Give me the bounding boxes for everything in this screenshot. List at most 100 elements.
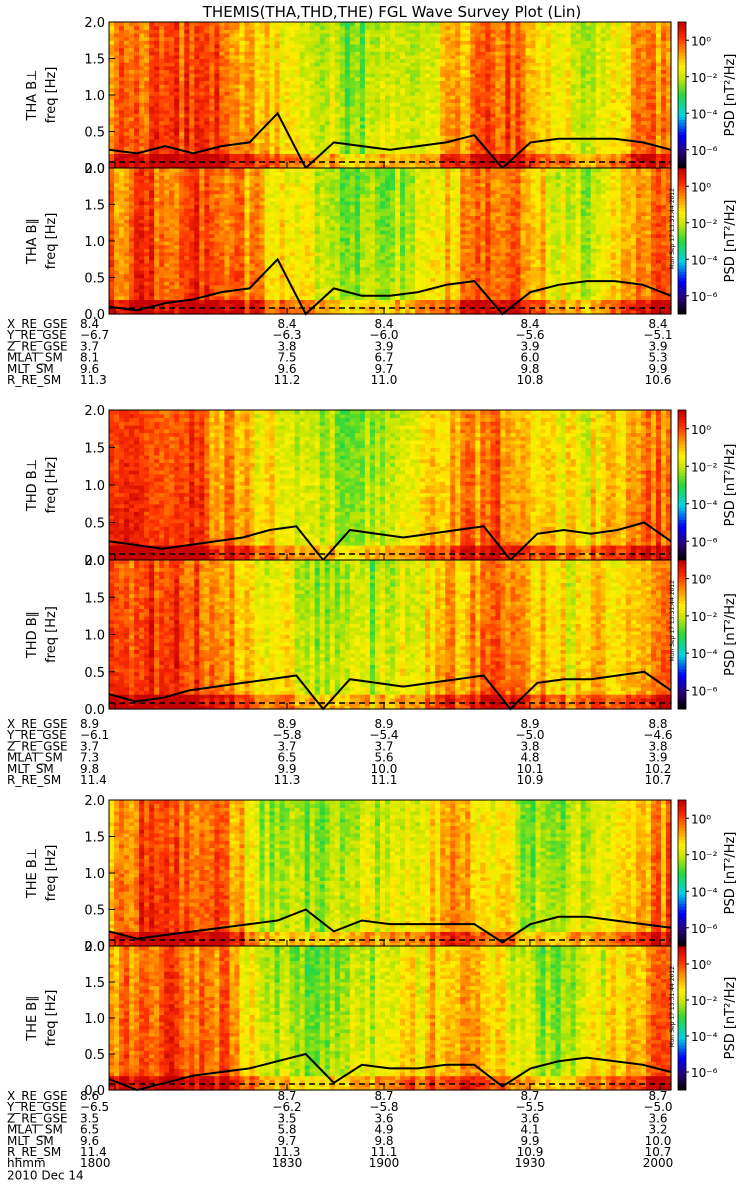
heatmap-cell (405, 113, 411, 117)
heatmap-cell (109, 33, 115, 37)
heatmap-cell (250, 88, 256, 92)
heatmap-cell (109, 205, 115, 209)
heatmap-cell (651, 157, 657, 161)
heatmap-cell (355, 128, 361, 132)
heatmap-cell (495, 88, 501, 92)
heatmap-cell (119, 33, 125, 37)
heatmap-cell (244, 135, 250, 139)
heatmap-cell (255, 55, 261, 59)
heatmap-cell (400, 113, 406, 117)
heatmap-cell (224, 124, 230, 128)
heatmap-cell (520, 121, 526, 125)
heatmap-cell (505, 110, 511, 114)
heatmap-cell (124, 186, 130, 190)
heatmap-cell (124, 48, 130, 52)
heatmap-cell (119, 91, 125, 95)
heatmap-cell (164, 40, 170, 44)
heatmap-cell (520, 153, 526, 157)
heatmap-cell (114, 194, 120, 198)
heatmap-cell (219, 29, 225, 33)
heatmap-cell (641, 113, 647, 117)
heatmap-cell (149, 121, 155, 125)
heatmap-cell (224, 135, 230, 139)
heatmap-cell (129, 117, 135, 121)
heatmap-cell (490, 139, 496, 143)
heatmap-cell (204, 157, 210, 161)
heatmap-cell (169, 157, 175, 161)
heatmap-cell (124, 168, 130, 172)
heatmap-cell (385, 55, 391, 59)
heatmap-cell (134, 241, 140, 245)
heatmap-cell (551, 128, 557, 132)
heatmap-cell (260, 135, 266, 139)
heatmap-cell (144, 256, 150, 260)
heatmap-cell (440, 73, 446, 77)
heatmap-cell (159, 288, 165, 292)
heatmap-cell (149, 128, 155, 132)
heatmap-cell (114, 248, 120, 252)
heatmap-cell (109, 252, 115, 256)
heatmap-cell (500, 124, 506, 128)
heatmap-cell (350, 29, 356, 33)
heatmap-cell (596, 95, 602, 99)
colorbar-label: PSD [nT²/Hz] (723, 54, 738, 137)
heatmap-cell (159, 281, 165, 285)
heatmap-cell (139, 33, 145, 37)
heatmap-cell (310, 117, 316, 121)
heatmap-cell (420, 44, 426, 48)
heatmap-cell (536, 113, 542, 117)
heatmap-cell (525, 124, 531, 128)
heatmap-cell (546, 33, 552, 37)
heatmap-cell (631, 157, 637, 161)
heatmap-cell (435, 22, 441, 26)
heatmap-cell (596, 22, 602, 26)
heatmap-cell (345, 106, 351, 110)
heatmap-cell (455, 55, 461, 59)
heatmap-cell (616, 132, 622, 136)
heatmap-cell (159, 84, 165, 88)
heatmap-cell (641, 26, 647, 30)
heatmap-cell (440, 153, 446, 157)
heatmap-cell (601, 22, 607, 26)
heatmap-cell (360, 44, 366, 48)
heatmap-cell (525, 91, 531, 95)
heatmap-cell (651, 62, 657, 66)
heatmap-cell (420, 95, 426, 99)
heatmap-cell (440, 51, 446, 55)
heatmap-cell (490, 69, 496, 73)
colorbar-step (678, 138, 686, 142)
heatmap-cell (335, 113, 341, 117)
heatmap-cell (305, 80, 311, 84)
heatmap-cell (144, 139, 150, 143)
heatmap-cell (285, 139, 291, 143)
heatmap-cell (596, 132, 602, 136)
heatmap-cell (546, 132, 552, 136)
heatmap-cell (510, 59, 516, 63)
heatmap-cell (260, 33, 266, 37)
heatmap-cell (536, 73, 542, 77)
heatmap-cell (480, 102, 486, 106)
heatmap-cell (556, 77, 562, 81)
heatmap-cell (320, 124, 326, 128)
heatmap-cell (410, 48, 416, 52)
colorbar-tick-label: 10⁰ (691, 34, 711, 48)
heatmap-cell (199, 88, 205, 92)
heatmap-cell (636, 106, 642, 110)
heatmap-cell (244, 95, 250, 99)
heatmap-cell (300, 59, 306, 63)
heatmap-cell (641, 48, 647, 52)
heatmap-cell (360, 157, 366, 161)
heatmap-cell (174, 62, 180, 66)
heatmap-cell (515, 77, 521, 81)
heatmap-cell (450, 146, 456, 150)
heatmap-cell (109, 256, 115, 260)
heatmap-cell (455, 48, 461, 52)
heatmap-cell (199, 84, 205, 88)
heatmap-cell (425, 150, 431, 154)
heatmap-cell (290, 40, 296, 44)
heatmap-cell (661, 110, 667, 114)
heatmap-cell (515, 146, 521, 150)
heatmap-cell (164, 99, 170, 103)
heatmap-cell (320, 121, 326, 125)
heatmap-cell (174, 113, 180, 117)
